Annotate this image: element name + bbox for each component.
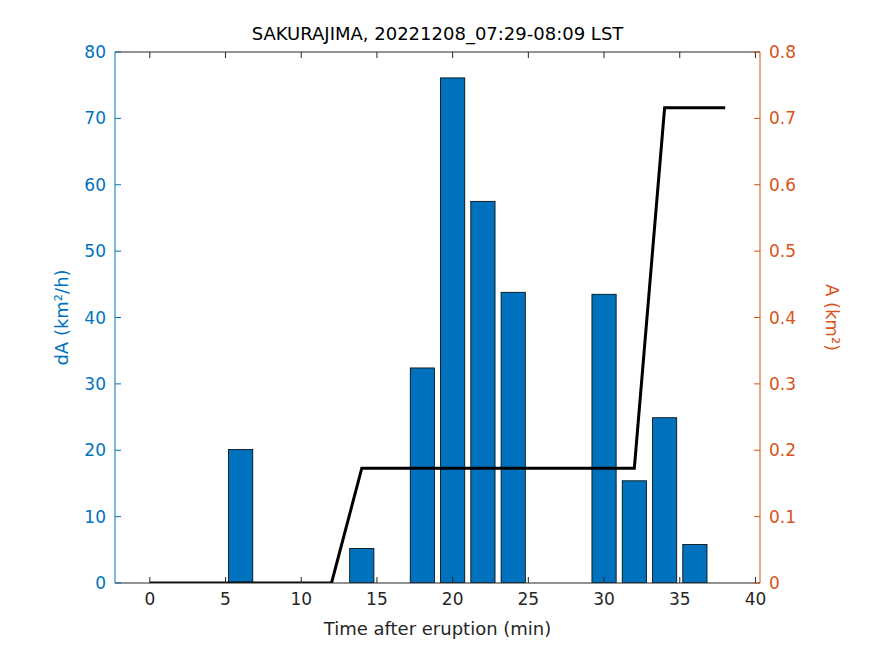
x-tick-top — [679, 52, 680, 58]
y2-tick — [754, 52, 760, 53]
x-tick — [301, 577, 302, 583]
bar — [501, 292, 525, 583]
y-tick — [115, 516, 121, 517]
y2-axis-label: A (km²) — [822, 284, 843, 351]
x-tick-label: 5 — [220, 589, 231, 609]
title: SAKURAJIMA, 20221208_07:29-08:09 LST — [252, 23, 625, 45]
y-tick-label: 60 — [84, 175, 106, 195]
x-tick-label: 40 — [745, 589, 767, 609]
y-tick — [115, 184, 121, 185]
bar — [410, 368, 434, 583]
x-tick-label: 25 — [518, 589, 540, 609]
bar — [683, 545, 707, 583]
chart: 05101520253035400102030405060708000.10.2… — [0, 0, 875, 656]
axes: 05101520253035400102030405060708000.10.2… — [84, 42, 796, 609]
x-tick-top — [149, 52, 150, 58]
x-tick-label: 20 — [442, 589, 464, 609]
y-tick-label: 20 — [84, 440, 106, 460]
x-tick-top — [301, 52, 302, 58]
y2-tick — [754, 184, 760, 185]
y-tick — [115, 118, 121, 119]
x-tick — [149, 577, 150, 583]
x-tick-top — [376, 52, 377, 58]
y2-tick — [754, 450, 760, 451]
y-tick — [115, 52, 121, 53]
y-tick-label: 30 — [84, 374, 106, 394]
y2-tick-label: 0.7 — [769, 108, 796, 128]
y-tick — [115, 251, 121, 252]
x-tick-label: 10 — [290, 589, 312, 609]
x-tick-top — [528, 52, 529, 58]
x-tick-top — [755, 52, 756, 58]
background — [0, 0, 875, 656]
bar — [441, 78, 465, 583]
y2-tick — [754, 583, 760, 584]
y-tick-label: 70 — [84, 108, 106, 128]
y-tick — [115, 317, 121, 318]
x-tick — [604, 577, 605, 583]
y2-tick-label: 0.1 — [769, 507, 796, 527]
bar — [653, 418, 677, 583]
x-tick — [755, 577, 756, 583]
y2-tick-label: 0.8 — [769, 42, 796, 62]
x-tick-top — [604, 52, 605, 58]
bar — [350, 548, 374, 583]
x-tick-top — [225, 52, 226, 58]
y2-tick-label: 0.4 — [769, 308, 796, 328]
y-tick — [115, 583, 121, 584]
x-axis-line — [115, 583, 760, 584]
x-tick — [225, 577, 226, 583]
y-tick — [115, 450, 121, 451]
y-axis-label: dA (km²/h) — [51, 269, 72, 365]
x-tick — [452, 577, 453, 583]
line — [150, 108, 725, 583]
y-tick-label: 10 — [84, 507, 106, 527]
bar — [622, 481, 646, 583]
y2-tick-label: 0.3 — [769, 374, 796, 394]
bar — [229, 450, 253, 583]
y2-tick-label: 0 — [769, 573, 780, 593]
x-tick — [376, 577, 377, 583]
y2-tick-label: 0.6 — [769, 175, 796, 195]
x-tick — [679, 577, 680, 583]
y2-tick — [754, 317, 760, 318]
x-tick-label: 30 — [593, 589, 615, 609]
y2-tick — [754, 118, 760, 119]
y-tick-label: 50 — [84, 241, 106, 261]
x-tick-top — [452, 52, 453, 58]
y-tick-label: 80 — [84, 42, 106, 62]
y-tick-label: 0 — [95, 573, 106, 593]
y2-tick — [754, 516, 760, 517]
bar — [592, 294, 616, 583]
x-tick-label: 15 — [366, 589, 388, 609]
x-tick-label: 35 — [669, 589, 691, 609]
y2-tick — [754, 383, 760, 384]
y-tick-label: 40 — [84, 308, 106, 328]
top-frame-line — [115, 52, 760, 53]
x-tick-label: 0 — [144, 589, 155, 609]
x-axis-label: Time after eruption (min) — [323, 618, 552, 639]
y-tick — [115, 383, 121, 384]
y2-tick — [754, 251, 760, 252]
plot-marks — [150, 78, 725, 583]
y2-tick-label: 0.2 — [769, 440, 796, 460]
y2-tick-label: 0.5 — [769, 241, 796, 261]
bar — [471, 201, 495, 583]
x-tick — [528, 577, 529, 583]
